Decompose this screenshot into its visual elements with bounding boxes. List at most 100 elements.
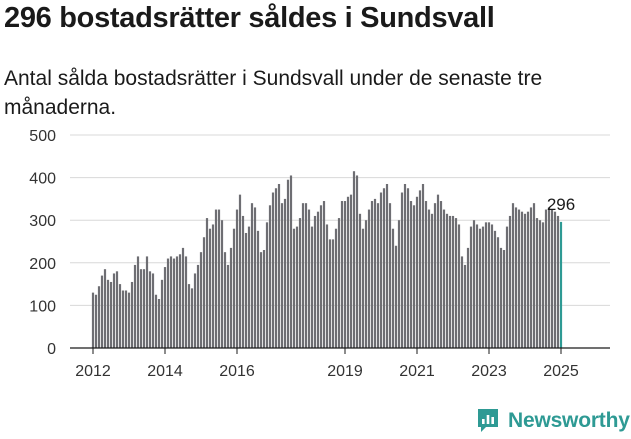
bar bbox=[310, 226, 314, 348]
bar bbox=[490, 224, 494, 348]
bar bbox=[433, 203, 437, 348]
bar bbox=[532, 203, 536, 348]
bar bbox=[337, 218, 341, 348]
bar bbox=[379, 192, 383, 348]
bar bbox=[454, 218, 458, 348]
bar bbox=[286, 179, 290, 348]
bar bbox=[175, 256, 179, 348]
bar bbox=[184, 256, 188, 348]
bar bbox=[274, 188, 278, 348]
bar bbox=[478, 228, 482, 348]
bar bbox=[295, 226, 299, 348]
bar bbox=[172, 258, 176, 348]
bar bbox=[328, 239, 332, 348]
bar bbox=[319, 205, 323, 348]
bar bbox=[352, 171, 356, 348]
bar bbox=[115, 271, 119, 348]
bar bbox=[391, 228, 395, 348]
bar bbox=[382, 188, 386, 348]
bar bbox=[460, 256, 464, 348]
bar bbox=[385, 183, 389, 348]
bar bbox=[187, 284, 191, 348]
bar bbox=[346, 196, 350, 348]
bar bbox=[511, 203, 515, 348]
bar bbox=[97, 286, 101, 348]
bar bbox=[199, 252, 203, 348]
bar bbox=[181, 247, 185, 348]
bar bbox=[205, 218, 209, 348]
bar bbox=[247, 226, 251, 348]
bar bbox=[520, 211, 524, 348]
bar bbox=[415, 196, 419, 348]
bar bbox=[217, 209, 221, 348]
x-tick-label: 2019 bbox=[327, 363, 363, 380]
bar bbox=[331, 239, 335, 348]
bar bbox=[313, 215, 317, 348]
bar bbox=[109, 281, 113, 348]
x-tick-label: 2014 bbox=[147, 363, 183, 380]
bar bbox=[262, 250, 266, 348]
chart-subtitle: Antal sålda bostadsrätter i Sundsvall un… bbox=[4, 67, 543, 119]
bar bbox=[160, 279, 164, 348]
bar bbox=[496, 237, 500, 348]
bars bbox=[91, 171, 563, 348]
bar bbox=[178, 254, 182, 348]
bar bbox=[253, 207, 257, 348]
bar bbox=[229, 247, 233, 348]
bar bbox=[358, 213, 362, 348]
bar bbox=[223, 252, 227, 348]
bar bbox=[214, 209, 218, 348]
bar bbox=[268, 205, 272, 348]
bar bbox=[148, 271, 152, 348]
bar bbox=[499, 247, 503, 348]
bar bbox=[271, 192, 275, 348]
bar bbox=[547, 207, 551, 348]
bar bbox=[355, 175, 359, 348]
bar bbox=[463, 264, 467, 348]
bar bbox=[388, 203, 392, 348]
bar bbox=[517, 209, 521, 348]
bar bbox=[508, 215, 512, 348]
bar bbox=[394, 245, 398, 348]
bar bbox=[427, 209, 431, 348]
y-tick-label: 200 bbox=[29, 256, 56, 273]
bar bbox=[106, 279, 110, 348]
bar bbox=[523, 213, 527, 348]
bar bbox=[349, 194, 353, 348]
y-tick-label: 100 bbox=[29, 298, 56, 315]
bar bbox=[418, 190, 422, 348]
bar bbox=[142, 269, 146, 348]
bar bbox=[301, 203, 305, 348]
bar bbox=[157, 299, 161, 348]
chart-title: 296 bostadsrätter såldes i Sundsvall bbox=[4, 2, 495, 34]
bar bbox=[397, 220, 401, 348]
bar bbox=[367, 209, 371, 348]
bar bbox=[409, 201, 413, 348]
bar bbox=[481, 226, 485, 348]
bar bbox=[403, 183, 407, 348]
bar bbox=[91, 292, 95, 348]
bar bbox=[550, 209, 554, 348]
bar bbox=[370, 201, 374, 348]
bar bbox=[373, 198, 377, 348]
bar bbox=[325, 224, 329, 348]
bar bbox=[412, 205, 416, 348]
bar bbox=[439, 201, 443, 348]
bar bbox=[163, 267, 167, 348]
bar bbox=[316, 211, 320, 348]
bar bbox=[124, 290, 128, 348]
bar bbox=[250, 203, 254, 348]
bar bbox=[451, 215, 455, 348]
y-tick-label: 0 bbox=[47, 341, 56, 358]
bar bbox=[103, 269, 107, 348]
x-tick-label: 2025 bbox=[543, 363, 579, 380]
bar bbox=[484, 222, 488, 348]
bar bbox=[151, 273, 155, 348]
bar bbox=[340, 201, 344, 348]
bar bbox=[364, 220, 368, 348]
bar bbox=[112, 273, 116, 348]
bar bbox=[256, 230, 260, 348]
newsworthy-logo: Newsworthy bbox=[476, 406, 630, 436]
bar bbox=[556, 215, 560, 348]
